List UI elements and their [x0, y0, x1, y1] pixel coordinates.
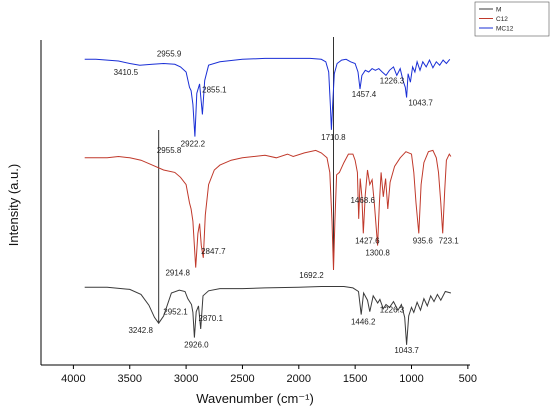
- peak-label: 1300.8: [365, 249, 390, 258]
- peak-annotations: 3410.52955.92855.12922.21710.81457.41226…: [114, 50, 460, 355]
- peak-label: 3410.5: [114, 68, 139, 77]
- peak-label: 1427.6: [355, 236, 380, 245]
- x-tick-label: 2000: [287, 373, 311, 385]
- peak-label: 2870.1: [198, 314, 223, 323]
- legend-label-mc12: MC12: [496, 25, 514, 32]
- peak-label: 723.1: [439, 236, 460, 245]
- y-axis-title: Intensity (a.u.): [6, 164, 21, 246]
- series-line-m: [84, 286, 452, 345]
- peak-label: 1446.2: [351, 318, 376, 327]
- peak-label: 3242.8: [128, 326, 153, 335]
- series-line-c12: [84, 149, 452, 271]
- peak-label: 2926.0: [184, 341, 209, 350]
- x-tick-label: 500: [459, 373, 477, 385]
- peak-label: 1043.7: [394, 346, 419, 355]
- legend-label-c12: C12: [496, 16, 508, 23]
- x-ticks: 4000 3500 3000 2500 2000 1500 1000 500: [61, 365, 477, 385]
- x-axis-title: Wavenumber (cm⁻¹): [196, 391, 314, 406]
- peak-label: 1710.8: [321, 133, 346, 142]
- peak-label: 2955.9: [157, 50, 182, 59]
- peak-label: 1468.6: [350, 196, 375, 205]
- x-tick-label: 3500: [118, 373, 142, 385]
- peak-label: 2855.1: [202, 86, 227, 95]
- x-tick-label: 4000: [61, 373, 85, 385]
- peak-label: 1226.3: [380, 306, 405, 315]
- peak-label: 2955.8: [157, 146, 182, 155]
- x-tick-label: 1500: [343, 373, 367, 385]
- peak-label: 1692.2: [299, 271, 324, 280]
- legend-label-m: M: [496, 6, 501, 13]
- peak-label: 2922.2: [181, 140, 206, 149]
- x-tick-label: 2500: [230, 373, 254, 385]
- series-line-mc12: [84, 57, 451, 137]
- series-group: [84, 57, 452, 345]
- peak-label: 2914.8: [165, 269, 190, 278]
- peak-label: 1457.4: [352, 90, 377, 99]
- x-tick-label: 3000: [174, 373, 198, 385]
- peak-label: 1226.3: [380, 76, 405, 85]
- peak-label: 935.6: [413, 236, 434, 245]
- peak-label: 2847.7: [201, 247, 226, 256]
- x-tick-label: 1000: [399, 373, 423, 385]
- peak-label: 2952.1: [163, 308, 188, 317]
- peak-label: 1043.7: [408, 99, 433, 108]
- reference-lines: [158, 37, 334, 324]
